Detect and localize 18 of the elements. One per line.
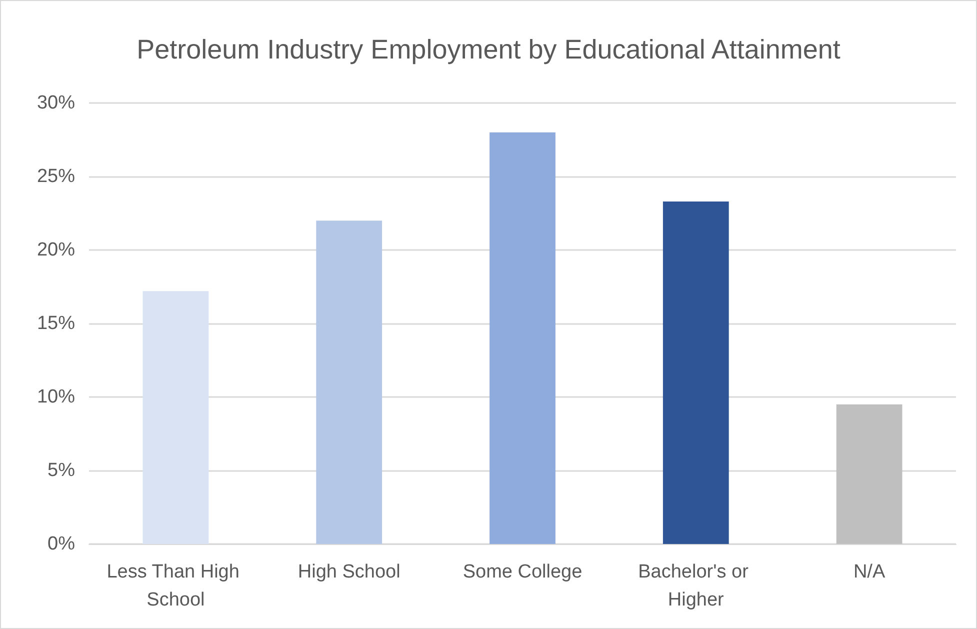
chart-title: Petroleum Industry Employment by Educational Attainment	[136, 34, 841, 64]
y-tick-label: 10%	[36, 386, 76, 408]
x-tick-label: Bachelor's or Higher	[638, 562, 754, 610]
bar	[490, 132, 556, 544]
y-tick-label: 20%	[36, 240, 76, 260]
x-tick-label: Less Than High School	[106, 562, 245, 610]
bar	[142, 291, 209, 544]
x-tick-label: N/A	[853, 562, 886, 582]
y-tick-label: 5%	[48, 460, 76, 481]
x-tick-label: Some College	[462, 562, 582, 582]
bar	[316, 220, 382, 544]
bar	[662, 201, 729, 544]
x-tick-label: High School	[298, 562, 400, 582]
y-tick-label: 15%	[36, 313, 76, 334]
y-tick-label: 30%	[36, 92, 76, 114]
y-tick-label: 25%	[36, 166, 76, 187]
y-tick-label: 0%	[48, 534, 76, 554]
bar	[836, 404, 902, 544]
